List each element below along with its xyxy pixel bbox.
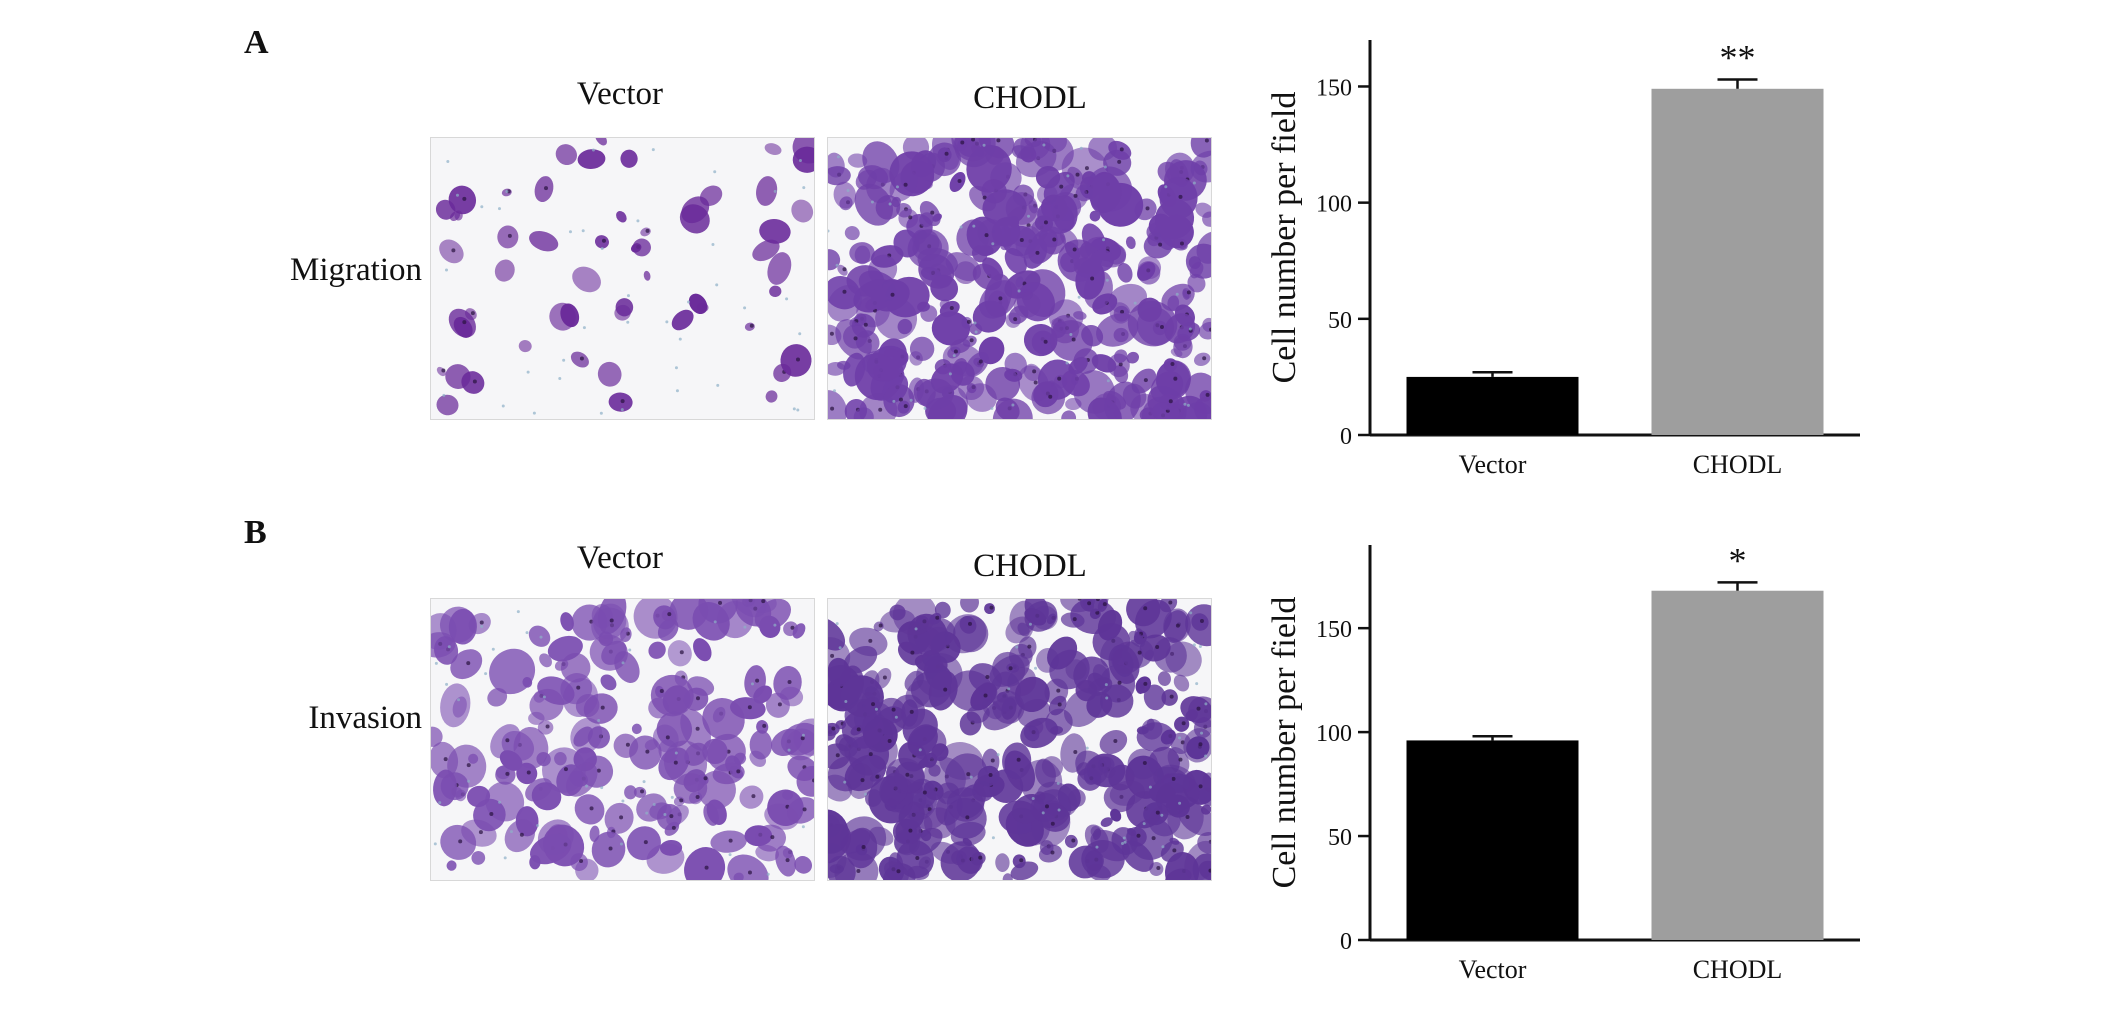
image-title-chodl-a: CHODL <box>840 80 1220 117</box>
y-tick-label: 100 <box>1316 721 1352 747</box>
bar-vector <box>1407 377 1579 435</box>
significance-marker: * <box>1729 540 1747 580</box>
micrograph-texture <box>431 599 814 880</box>
image-title-vector-b: Vector <box>430 540 810 577</box>
bar-chodl <box>1652 89 1824 435</box>
y-tick-label: 0 <box>1340 929 1352 955</box>
bar-chodl <box>1652 591 1824 940</box>
micrograph-chodl-invasion <box>827 598 1212 881</box>
image-title-vector-a: Vector <box>430 76 810 113</box>
bar-chart-svg: 0 50 100 150 Cell number per field Vector * CHO… <box>1240 535 1880 1025</box>
bar-chart-svg: 0 50 100 150 Cell number per field Vector ** CH… <box>1240 30 1880 520</box>
migration-bar-chart: 0 50 100 150 Cell number per field Vector ** CH… <box>1240 30 1880 520</box>
invasion-bar-chart: 0 50 100 150 Cell number per field Vector * CHO… <box>1240 535 1880 1025</box>
y-tick-label: 150 <box>1316 617 1352 643</box>
row-label-invasion: Invasion <box>262 700 422 737</box>
x-tick-label: CHODL <box>1693 450 1783 479</box>
micrograph-vector-invasion <box>430 598 815 881</box>
image-title-chodl-b: CHODL <box>840 548 1220 585</box>
panel-letter-b: B <box>244 514 267 552</box>
y-tick-label: 0 <box>1340 424 1352 450</box>
micrograph-vector-migration <box>430 137 815 420</box>
y-axis-label: Cell number per field <box>1266 597 1303 889</box>
x-tick-label: CHODL <box>1693 955 1783 984</box>
y-tick-label: 50 <box>1328 825 1352 851</box>
y-tick-label: 50 <box>1328 308 1352 334</box>
y-tick-label: 150 <box>1316 75 1352 101</box>
panel-letter-a: A <box>244 24 269 62</box>
x-tick-label: Vector <box>1459 955 1527 984</box>
micrograph-texture <box>431 138 814 419</box>
micrograph-texture <box>828 599 1211 880</box>
micrograph-chodl-migration <box>827 137 1212 420</box>
micrograph-texture <box>828 138 1211 419</box>
significance-marker: ** <box>1720 38 1756 78</box>
row-label-migration: Migration <box>262 252 422 289</box>
y-axis-label: Cell number per field <box>1266 92 1303 384</box>
bar-vector <box>1407 740 1579 940</box>
y-tick-label: 100 <box>1316 192 1352 218</box>
x-tick-label: Vector <box>1459 450 1527 479</box>
